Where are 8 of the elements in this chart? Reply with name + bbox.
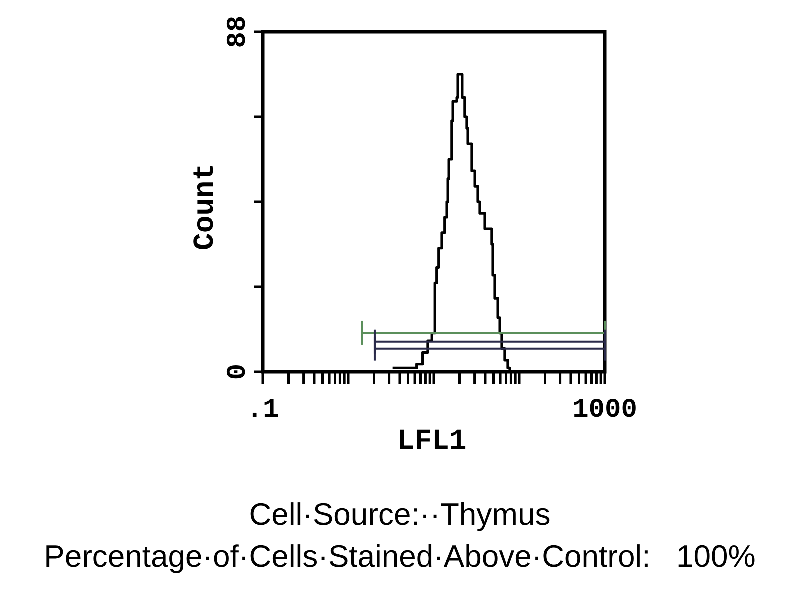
- y-axis-title: Count: [189, 163, 222, 251]
- x-tick-label: 1000: [572, 396, 638, 426]
- x-tick-label: .1: [246, 396, 280, 426]
- y-tick-label: 0: [224, 364, 254, 380]
- x-axis-title: LFL1: [397, 425, 467, 458]
- text: Cell·Source:··Thymus: [249, 497, 551, 532]
- y-tick-label: 88: [224, 16, 254, 48]
- text: Percentage·of·Cells·Stained·Above·Control: 100%: [44, 539, 756, 574]
